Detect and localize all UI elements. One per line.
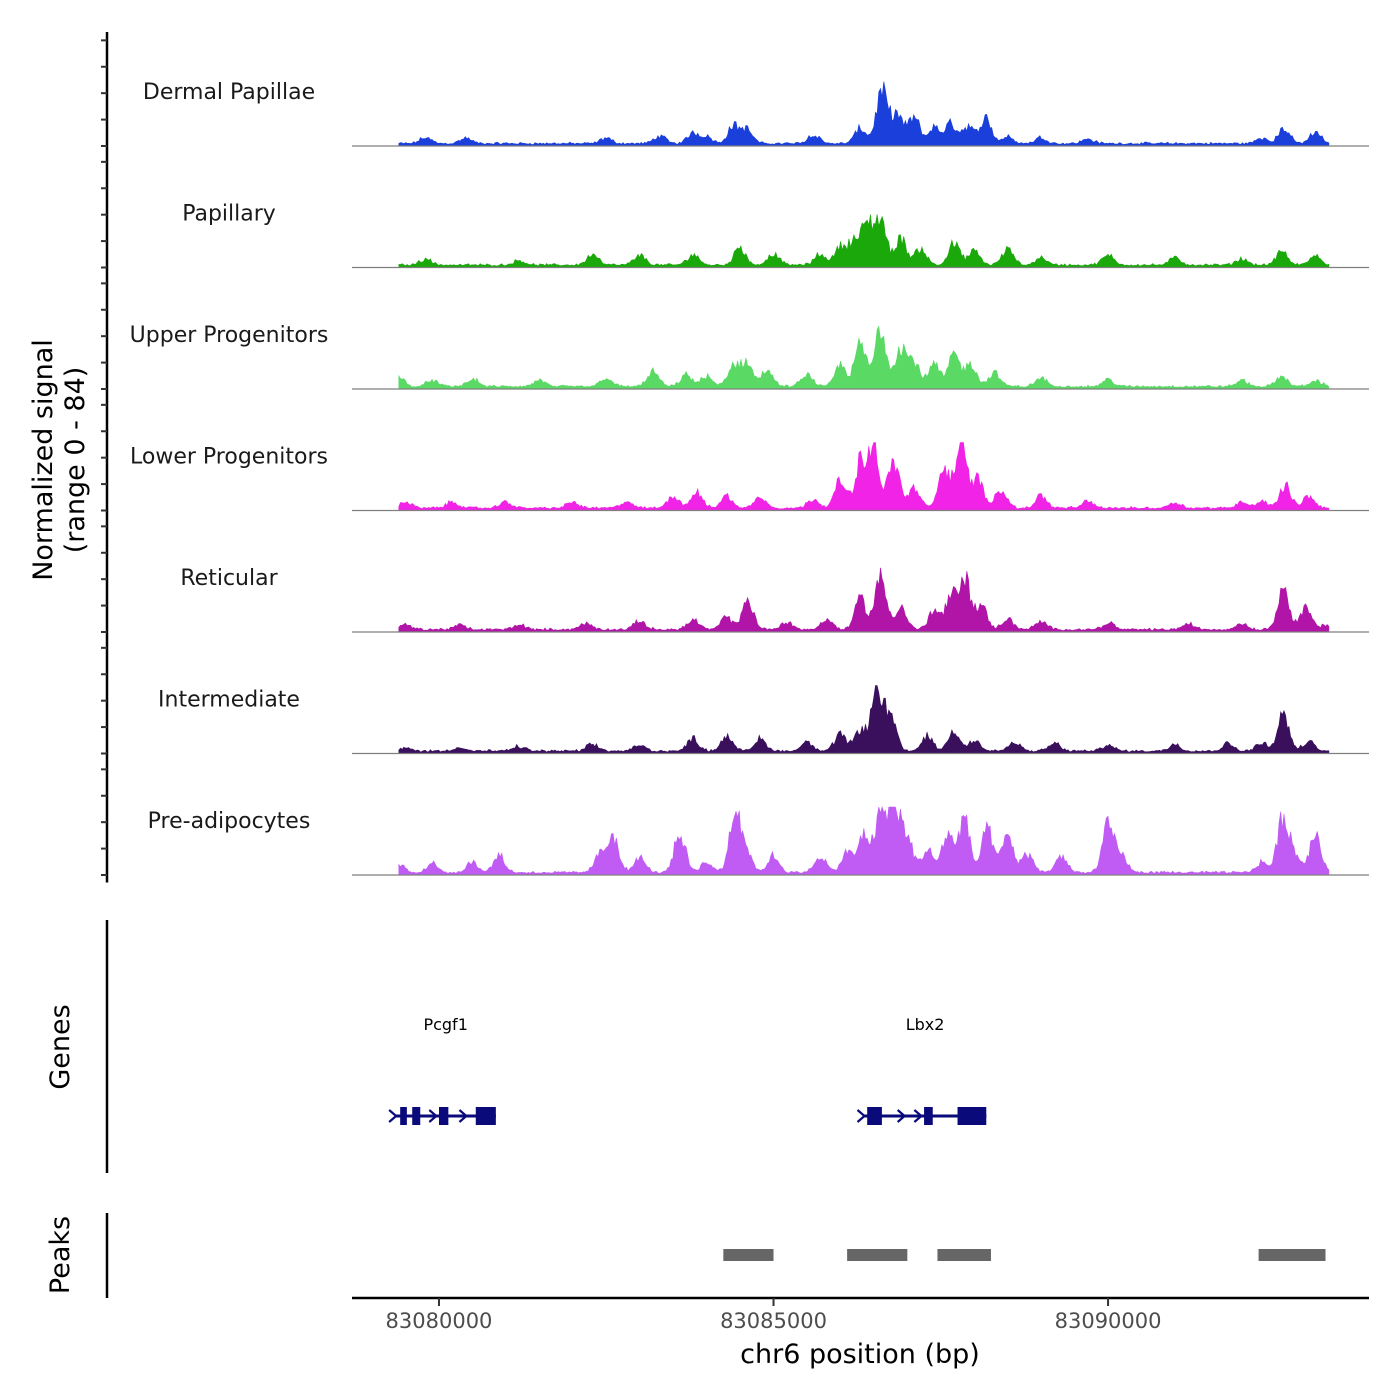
signal-track: Upper Progenitors [130,323,1369,390]
gene-strand-arrow [458,1109,469,1123]
track-label: Lower Progenitors [130,445,328,470]
gene-label: Pcgf1 [423,1015,467,1034]
peak-regions-track [723,1249,1326,1261]
peak-region [723,1249,774,1261]
signal-area [398,81,1330,147]
gene-exon [400,1107,407,1125]
signal-track: Dermal Papillae [143,80,1369,147]
signal-track: Lower Progenitors [130,442,1369,512]
signal-area [398,325,1330,390]
signal-track: Reticular [180,566,1369,633]
track-label: Upper Progenitors [130,323,329,348]
track-label: Reticular [180,566,278,591]
x-axis-ticks: 83080000 83085000 83090000 [386,1298,1162,1333]
gene-model: Lbx2 [856,1015,987,1125]
signal-axis-title-line1: Normalized signal [28,339,59,581]
signal-area [398,567,1330,633]
peak-region [937,1249,991,1261]
gene-strand-arrow [388,1109,398,1123]
gene-exon [867,1107,882,1125]
track-label: Pre-adipocytes [148,809,311,834]
gene-exon [957,1107,987,1125]
signal-tracks: Dermal Papillae Papillary Upper Progenitor… [130,80,1369,876]
signal-axis-title-line2: (range 0 - 84) [60,367,91,554]
gene-model: Pcgf1 [388,1015,496,1125]
peaks-axis-title: Peaks [45,1216,76,1294]
gene-label: Lbx2 [906,1015,945,1034]
gene-annotation-track: Pcgf1 Lbx2 [388,1015,987,1125]
signal-y-axis [101,32,109,883]
signal-area [398,685,1330,754]
x-tick-label: 83080000 [386,1309,493,1333]
gene-exon [412,1107,421,1125]
peak-region [1258,1249,1326,1261]
signal-track: Intermediate [158,685,1369,755]
gene-exon [438,1107,449,1125]
signal-area [398,442,1330,511]
signal-track: Papillary [182,202,1369,269]
track-label: Papillary [182,202,276,227]
x-axis-title: chr6 position (bp) [740,1339,980,1370]
track-label: Intermediate [158,688,300,713]
signal-area [398,805,1330,876]
gene-exon [924,1107,933,1125]
signal-area [398,214,1330,268]
signal-track: Pre-adipocytes [148,805,1369,876]
track-label: Dermal Papillae [143,80,315,105]
gene-strand-arrow [896,1109,907,1123]
gene-strand-arrow [913,1109,924,1123]
gene-exon [475,1107,496,1125]
gene-strand-arrow [428,1109,438,1123]
x-tick-label: 83090000 [1055,1309,1162,1333]
peak-region [847,1249,908,1261]
gene-strand-arrow [856,1109,867,1123]
x-tick-label: 83085000 [720,1309,827,1333]
genes-axis-title: Genes [45,1004,76,1089]
